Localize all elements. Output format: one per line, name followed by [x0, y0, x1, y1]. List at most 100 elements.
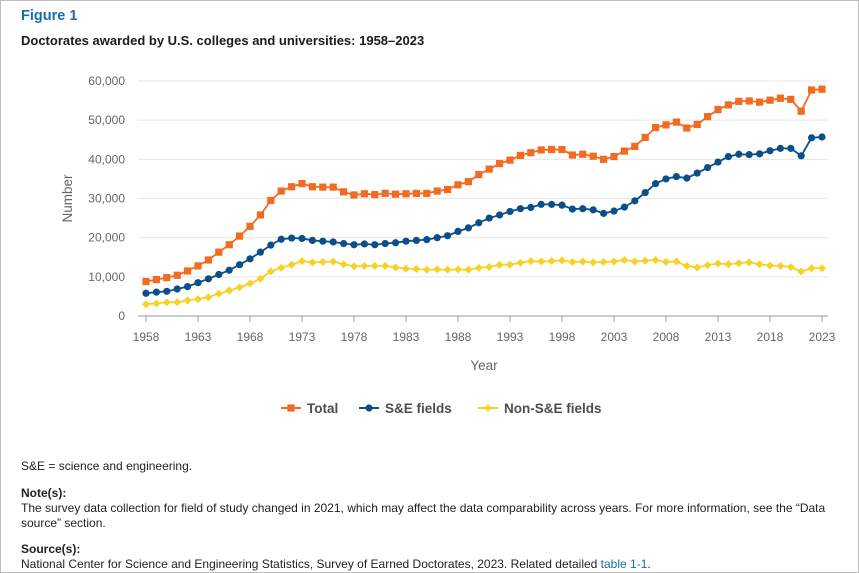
legend-item-sande-fields[interactable]: S&E fields	[359, 401, 452, 416]
data-point	[506, 207, 514, 216]
data-point	[454, 227, 462, 235]
data-point	[329, 238, 337, 246]
data-point	[225, 241, 233, 249]
data-point	[652, 180, 660, 188]
data-point	[641, 256, 650, 265]
data-point	[808, 134, 816, 142]
data-point	[516, 258, 525, 267]
data-point	[807, 264, 816, 273]
data-point	[578, 257, 587, 266]
data-point	[163, 287, 171, 295]
data-point	[703, 261, 712, 270]
data-point	[142, 289, 150, 297]
data-point	[319, 237, 327, 245]
data-point	[163, 274, 171, 282]
data-point	[204, 293, 213, 302]
data-point	[204, 256, 212, 264]
data-point	[683, 174, 691, 182]
data-point	[173, 271, 181, 279]
x-tick-label: 1973	[289, 330, 316, 344]
data-point	[256, 211, 264, 219]
data-point	[318, 257, 327, 266]
data-point	[526, 257, 535, 266]
data-point	[786, 263, 795, 272]
data-point	[818, 85, 826, 93]
data-point	[600, 155, 608, 163]
data-point	[329, 257, 338, 266]
table-link[interactable]: table 1-1	[600, 557, 648, 571]
data-point	[756, 98, 764, 106]
data-point	[235, 283, 244, 292]
source-end: .	[647, 557, 651, 571]
x-tick-label: 1988	[445, 330, 472, 344]
data-point	[724, 152, 733, 161]
legend[interactable]: Total S&E fields Non-S&E fields	[281, 401, 602, 416]
note-text: The survey data collection for field of …	[21, 501, 826, 530]
data-point	[433, 265, 442, 274]
data-point	[579, 205, 587, 213]
data-point	[287, 260, 296, 269]
x-tick-label: 1983	[393, 330, 420, 344]
data-point	[610, 207, 618, 215]
series-line	[145, 88, 823, 283]
series-total	[142, 85, 826, 286]
data-point	[412, 236, 420, 245]
data-point	[745, 97, 753, 105]
data-point	[704, 163, 712, 172]
x-tick-label: 1958	[133, 330, 160, 344]
y-tick-label: 30,000	[88, 192, 125, 206]
legend-label: S&E fields	[385, 401, 452, 416]
data-point	[183, 296, 192, 305]
figure-title: Doctorates awarded by U.S. colleges and …	[21, 33, 425, 48]
data-point	[225, 286, 234, 295]
source-line: National Center for Science and Engineer…	[21, 557, 851, 572]
x-axis-title: Year	[470, 358, 498, 373]
data-point	[142, 300, 150, 309]
data-point	[308, 236, 316, 245]
line-chart: 0 10,000 20,000 30,000 40,000 50,000 60,000 19…	[60, 74, 836, 416]
data-point	[236, 261, 244, 269]
data-point	[339, 260, 348, 269]
data-point	[776, 261, 785, 270]
data-point	[142, 277, 150, 286]
data-point	[714, 259, 722, 268]
data-point	[516, 151, 524, 160]
legend-label: Total	[307, 401, 338, 416]
data-point	[558, 201, 566, 209]
data-point	[662, 121, 670, 129]
data-point	[350, 191, 358, 199]
data-point	[527, 149, 535, 157]
data-point	[714, 158, 722, 166]
data-point	[152, 275, 160, 284]
data-point	[433, 187, 441, 195]
abbreviation-note: S&E = science and engineering.	[21, 459, 193, 473]
y-tick-label: 60,000	[88, 74, 125, 88]
data-point	[340, 188, 348, 196]
data-point	[787, 95, 795, 104]
figure-label: Figure 1	[21, 8, 78, 24]
data-point	[423, 189, 431, 198]
legend-item-total[interactable]: Total	[281, 401, 338, 416]
data-point	[184, 267, 192, 275]
data-point	[766, 261, 774, 270]
data-point	[329, 183, 337, 191]
data-point	[704, 113, 712, 121]
data-point	[547, 257, 556, 266]
data-point	[776, 144, 785, 152]
data-point	[162, 298, 171, 307]
data-point	[256, 248, 264, 256]
data-point	[776, 94, 784, 102]
data-point	[340, 239, 348, 248]
data-point	[745, 258, 754, 267]
data-point	[350, 241, 358, 249]
data-point	[277, 263, 286, 272]
legend-item-non-sande-fields[interactable]: Non-S&E fields	[478, 401, 602, 416]
data-point	[818, 264, 826, 273]
data-point	[485, 165, 493, 173]
data-point	[370, 261, 379, 270]
x-tick-label: 1993	[497, 330, 524, 344]
data-point	[599, 257, 608, 266]
data-point	[443, 265, 452, 274]
data-point	[360, 190, 368, 198]
